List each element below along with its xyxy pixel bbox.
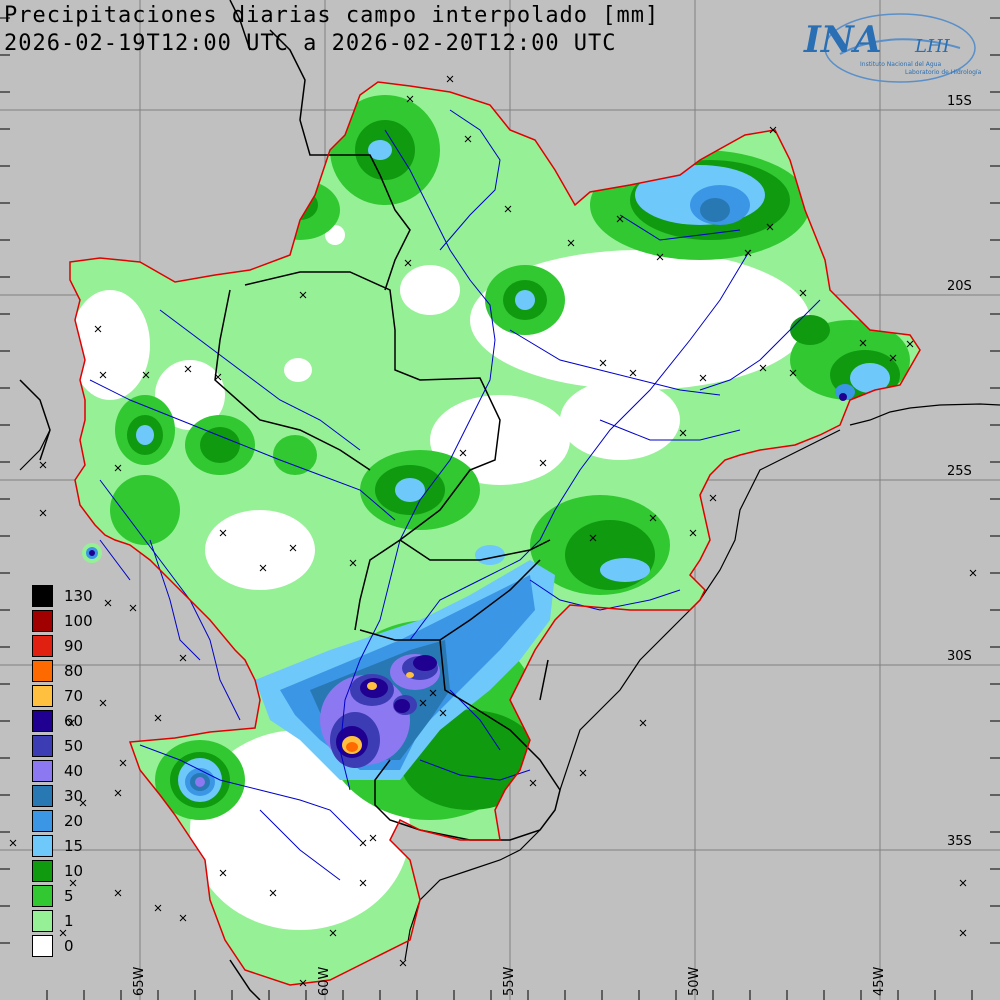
legend-swatch	[32, 635, 53, 657]
legend-swatch	[32, 860, 53, 882]
legend-item: 1	[32, 910, 102, 932]
legend-label: 80	[64, 662, 84, 680]
legend-label: 60	[64, 712, 84, 730]
lat-label-30s: 30S	[947, 649, 972, 664]
lon-label-50w: 50W	[687, 966, 702, 996]
ina-lhi-logo: INA LHI Instituto Nacional del Agua Labo…	[800, 8, 985, 88]
logo-caption-2: Laboratorio de Hidrología	[905, 69, 982, 76]
legend-label: 130	[64, 587, 93, 605]
edge-ticks	[0, 17, 1000, 1000]
lat-label-20s: 20S	[947, 279, 972, 294]
legend-swatch	[32, 685, 53, 707]
legend-swatch	[32, 610, 53, 632]
legend-label: 50	[64, 737, 84, 755]
legend-item: 30	[32, 785, 102, 807]
lat-label-35s: 35S	[947, 834, 972, 849]
isolated-cell	[82, 543, 102, 563]
legend-label: 100	[64, 612, 93, 630]
legend-item: 70	[32, 685, 102, 707]
legend-label: 10	[64, 862, 84, 880]
station-markers	[9, 75, 977, 987]
legend-item: 90	[32, 635, 102, 657]
legend-swatch	[32, 660, 53, 682]
legend-swatch	[32, 910, 53, 932]
legend-label: 30	[64, 787, 84, 805]
basin-boundary	[69, 81, 921, 986]
legend-swatch	[32, 785, 53, 807]
legend-item: 0	[32, 935, 102, 957]
legend-label: 40	[64, 762, 84, 780]
legend-item: 5	[32, 885, 102, 907]
title-line-2: 2026-02-19T12:00 UTC a 2026-02-20T12:00 …	[4, 31, 617, 56]
logo-main-text: INA	[803, 19, 882, 61]
lon-label-65w: 65W	[132, 966, 147, 996]
legend-label: 20	[64, 812, 84, 830]
lat-label-25s: 25S	[947, 464, 972, 479]
legend-item: 15	[32, 835, 102, 857]
lon-label-45w: 45W	[872, 966, 887, 996]
legend-swatch	[32, 835, 53, 857]
lat-label-15s: 15S	[947, 94, 972, 109]
legend-swatch	[32, 710, 53, 732]
legend-label: 0	[64, 937, 74, 955]
lon-label-55w: 55W	[502, 966, 517, 996]
legend-label: 70	[64, 687, 84, 705]
legend-label: 5	[64, 887, 74, 905]
legend-item: 20	[32, 810, 102, 832]
logo-caption-1: Instituto Nacional del Agua	[860, 61, 941, 68]
legend-label: 15	[64, 837, 84, 855]
legend-item: 10	[32, 860, 102, 882]
logo-sub-text: LHI	[914, 36, 951, 57]
legend-item: 60	[32, 710, 102, 732]
legend-item: 100	[32, 610, 102, 632]
legend-swatch	[32, 585, 53, 607]
logo-graphic: INA LHI Instituto Nacional del Agua Labo…	[803, 13, 982, 83]
legend-swatch	[32, 935, 53, 957]
legend-item: 130	[32, 585, 102, 607]
legend-swatch	[32, 885, 53, 907]
legend-label: 1	[64, 912, 74, 930]
legend-item: 80	[32, 660, 102, 682]
legend-label: 90	[64, 637, 84, 655]
title-line-1: Precipitaciones diarias campo interpolad…	[4, 3, 660, 28]
legend-item: 50	[32, 735, 102, 757]
legend-swatch	[32, 735, 53, 757]
lon-label-60w: 60W	[317, 966, 332, 996]
legend-swatch	[32, 760, 53, 782]
legend-item: 40	[32, 760, 102, 782]
map-title: Precipitaciones diarias campo interpolad…	[4, 2, 659, 58]
coastline	[19, 403, 1000, 961]
country-borders	[19, 0, 561, 1000]
legend-swatch	[32, 810, 53, 832]
